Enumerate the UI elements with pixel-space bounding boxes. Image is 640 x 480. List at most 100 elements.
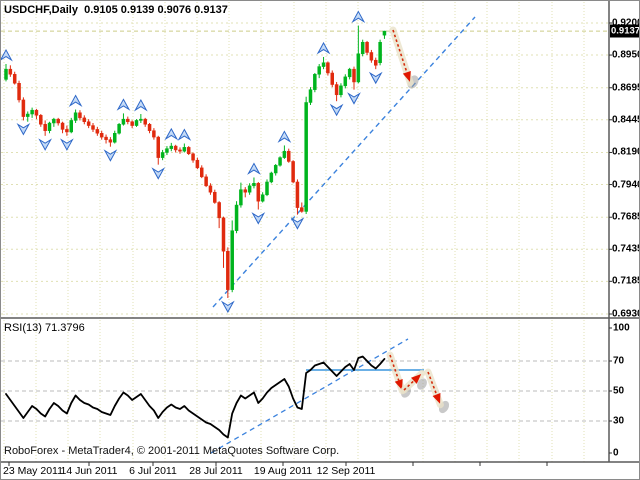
- fractal-up-icon: [277, 130, 292, 143]
- candle-body-bull: [69, 120, 73, 133]
- candle-body-bull: [160, 152, 165, 158]
- fractal-layer: [1, 10, 383, 314]
- rsi-layer: [5, 338, 450, 454]
- grid-layer: [1, 2, 609, 462]
- arrow-head: [394, 379, 403, 390]
- candle-body-bear: [213, 191, 217, 203]
- candle-body-bear: [365, 41, 369, 53]
- fractal-up-icon: [116, 98, 131, 111]
- candle-body-bull: [304, 102, 308, 212]
- candle-body-bear: [186, 147, 191, 155]
- candle-body-bull: [360, 41, 365, 55]
- axes-layer: [1, 1, 639, 466]
- candle-body-bull: [313, 74, 317, 90]
- candle-body-bear: [99, 133, 104, 138]
- candle-body-bull: [260, 194, 265, 202]
- candle-body-bull: [139, 118, 143, 121]
- candle-body-bear: [156, 136, 160, 158]
- fractal-down-icon: [220, 300, 235, 314]
- main-projection-layer: [389, 26, 419, 89]
- candle-body-bull: [278, 157, 282, 166]
- target-highlight-ellipse: [417, 378, 427, 390]
- candle-body-bull: [339, 85, 343, 96]
- rsi-indicator-label: RSI(13) 71.3796: [4, 322, 85, 334]
- fractal-up-icon: [351, 10, 366, 23]
- candle-body-bull: [282, 150, 287, 158]
- candle-body-bull: [52, 118, 56, 124]
- candle-body-bear: [86, 121, 91, 126]
- candle-body-bull: [347, 68, 352, 78]
- arrow-head: [402, 71, 411, 82]
- candle-body-bull: [239, 189, 243, 206]
- fractal-down-icon: [290, 217, 305, 230]
- candle-body-bear: [287, 150, 291, 162]
- symbol-period-ohlc-title: USDCHF,Daily 0.9105 0.9139 0.9076 0.9137: [4, 4, 228, 16]
- candle-body-bull: [121, 118, 126, 125]
- candle-body-bull: [117, 124, 121, 134]
- candle-body-bull: [47, 122, 52, 131]
- candle-body-bull: [321, 62, 326, 67]
- arrow-head: [411, 373, 422, 384]
- candle-body-bull: [252, 183, 256, 187]
- candle-body-bull: [169, 145, 174, 149]
- candle-body-bear: [243, 189, 247, 193]
- candle-body-bear: [60, 122, 65, 130]
- arrow-shaft: [427, 371, 438, 395]
- candle-body-bear: [204, 176, 208, 187]
- candle-body-bull: [230, 230, 234, 290]
- candle-body-bear: [295, 181, 300, 208]
- fractal-up-icon: [164, 127, 179, 141]
- candle-body-bear: [256, 183, 261, 202]
- candle-body-bear: [95, 129, 100, 134]
- candle-body-bear: [173, 145, 178, 151]
- candle-body-bear: [78, 112, 82, 119]
- candle-body-bull: [134, 120, 139, 126]
- arrow-head: [432, 392, 441, 404]
- candle-body-bear: [334, 84, 339, 96]
- candle-body-bear: [143, 118, 147, 125]
- candle-body-bull: [265, 181, 269, 196]
- candle-body-bear: [8, 68, 13, 75]
- candle-body-bear: [104, 136, 108, 140]
- current-price-tag: 0.9137: [610, 24, 640, 38]
- candle-body-bear: [126, 118, 130, 122]
- candle-body-bull: [73, 112, 78, 121]
- candle-body-bull: [113, 133, 117, 143]
- rsi-line: [5, 355, 386, 439]
- candle-body-bull: [317, 66, 321, 75]
- candle-body-bear: [195, 159, 200, 169]
- candle-body-bear: [208, 185, 213, 193]
- candle-body-bull: [234, 204, 239, 231]
- candle-body-bear: [369, 52, 374, 61]
- candle-body-bear: [200, 167, 204, 178]
- fractal-down-icon: [16, 123, 31, 136]
- candle-body-bear: [91, 125, 95, 130]
- fractal-up-icon: [316, 41, 331, 55]
- fractal-down-icon: [60, 138, 74, 151]
- fractal-down-icon: [251, 212, 266, 225]
- candle-body-bear: [147, 124, 152, 131]
- fractal-up-icon: [133, 98, 148, 112]
- candle-body-bull: [382, 30, 387, 36]
- candle-body-bear: [374, 59, 378, 66]
- rsi-trendline: [210, 338, 409, 454]
- candle-body-bull: [273, 165, 278, 174]
- candle-body-bull: [165, 148, 169, 153]
- candle-body-bear: [82, 117, 87, 122]
- arrow-shaft: [389, 354, 400, 381]
- fractal-down-icon: [329, 103, 344, 117]
- candle-body-bear: [226, 250, 230, 290]
- candle-body-bear: [17, 83, 21, 101]
- fractal-up-icon: [1, 48, 13, 62]
- fractal-down-icon: [103, 149, 118, 162]
- fractal-up-icon: [68, 94, 83, 107]
- candle-body-bear: [221, 217, 226, 252]
- candle-body-bear: [352, 68, 356, 83]
- candle-body-bear: [65, 129, 69, 133]
- fractal-up-icon: [247, 162, 261, 175]
- platform-copyright: RoboForex - MetaTrader4, © 2001-2011 Met…: [4, 445, 340, 457]
- candle-body-bear: [130, 121, 134, 126]
- candle-body-bear: [34, 109, 39, 116]
